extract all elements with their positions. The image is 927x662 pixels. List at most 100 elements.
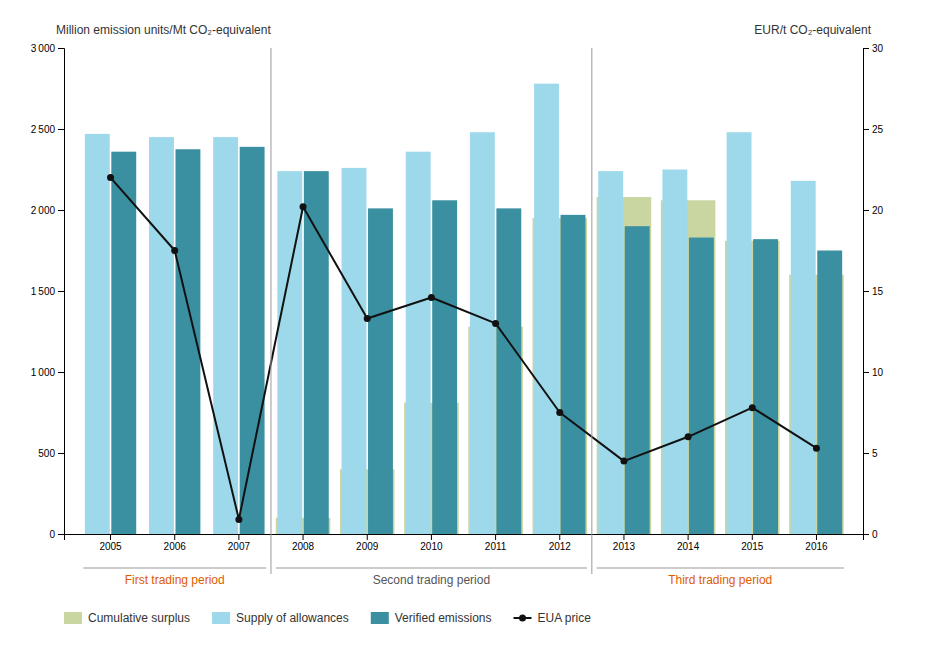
marker: [428, 294, 435, 301]
marker: [685, 433, 692, 440]
tick: 2008: [292, 534, 315, 552]
tick-label: 25: [872, 124, 884, 135]
tick-mark: [863, 48, 869, 49]
x-axis: 2005200620072008200920102011201220132014…: [65, 534, 864, 552]
tick-label: 500: [38, 448, 55, 459]
tick: 500: [38, 448, 64, 459]
marker: [813, 445, 820, 452]
bar: [304, 171, 329, 534]
tick: 2012: [549, 534, 572, 552]
tick-label: 20: [872, 205, 884, 216]
tick-mark: [863, 372, 869, 373]
tick-mark: [58, 291, 64, 292]
tick-label: 2008: [292, 541, 315, 552]
axis-line: [58, 49, 65, 535]
period-label: First trading period: [125, 573, 225, 587]
tick: 10: [863, 367, 884, 378]
tick-label: 15: [872, 286, 884, 297]
tick-label: 10: [872, 367, 884, 378]
tick-label: 3 000: [31, 43, 56, 54]
tick: 2014: [677, 534, 700, 552]
period-boundary: [591, 48, 592, 574]
marker: [364, 315, 371, 322]
tick-mark: [495, 534, 496, 540]
tick-label: 2 500: [31, 124, 56, 135]
marker: [300, 203, 307, 210]
tick-mark: [559, 534, 560, 540]
tick-label: 2011: [485, 541, 507, 552]
legend-swatch: [212, 612, 230, 624]
tick-label: 2015: [741, 541, 764, 552]
legend-item: Cumulative surplus: [64, 611, 190, 625]
tick: 1 000: [31, 367, 64, 378]
tick: 2007: [228, 534, 251, 552]
tick: 2 000: [31, 205, 64, 216]
axis-line: [65, 535, 864, 541]
bar: [598, 171, 623, 534]
tick: 2016: [805, 534, 828, 552]
y2-axis: 0 5 10 15 20 25 30: [863, 43, 884, 540]
tick-mark: [863, 291, 869, 292]
legend-label: EUA price: [538, 611, 592, 625]
tick-label: 1 000: [31, 367, 56, 378]
period-bracket: [597, 568, 844, 569]
tick-mark: [431, 534, 432, 540]
line: [111, 178, 817, 520]
tick-mark: [303, 534, 304, 540]
bar: [213, 137, 238, 534]
bar: [111, 152, 136, 534]
tick-mark: [238, 534, 239, 540]
marker: [107, 174, 114, 181]
tick-mark: [623, 534, 624, 540]
period-label: Second trading period: [373, 573, 490, 587]
marker: [492, 320, 499, 327]
legend: Cumulative surplus Supply of allowances Ve…: [64, 611, 591, 625]
tick-mark: [110, 534, 111, 540]
tick-mark: [863, 210, 869, 211]
bar: [689, 238, 714, 534]
bar: [561, 215, 586, 534]
tick: 2015: [741, 534, 764, 552]
marker: [556, 409, 563, 416]
bar: [817, 251, 842, 535]
bar: [85, 134, 110, 534]
legend-label: Supply of allowances: [236, 611, 349, 625]
tick-mark: [816, 534, 817, 540]
tick: 2006: [164, 534, 187, 552]
tick: 1 500: [31, 286, 64, 297]
tick: 20: [863, 205, 884, 216]
tick-label: 30: [872, 43, 884, 54]
tick: 0: [863, 529, 878, 540]
tick: 2010: [420, 534, 443, 552]
tick: 0: [49, 529, 64, 540]
tick-label: 2012: [549, 541, 572, 552]
bar-series: [111, 147, 842, 534]
tick-label: 2014: [677, 541, 700, 552]
legend-label: Verified emissions: [395, 611, 492, 625]
period-boundary: [270, 48, 271, 574]
tick-mark: [863, 453, 869, 454]
legend-item: EUA price: [514, 611, 592, 625]
tick-label: 0: [872, 529, 878, 540]
tick-mark: [58, 372, 64, 373]
marker: [235, 516, 242, 523]
tick: 5: [863, 448, 878, 459]
tick-label: 2006: [164, 541, 187, 552]
tick-mark: [58, 210, 64, 211]
bar-series: [85, 84, 816, 534]
legend-swatch: [519, 615, 526, 622]
tick-mark: [58, 534, 64, 535]
bar: [496, 208, 521, 534]
tick: 30: [863, 43, 884, 54]
bar: [534, 84, 559, 534]
bar: [342, 168, 367, 534]
marker: [749, 404, 756, 411]
tick: 2013: [613, 534, 636, 552]
tick-mark: [58, 48, 64, 49]
tick-label: 2016: [805, 541, 828, 552]
tick: 2 500: [31, 124, 64, 135]
bar: [240, 147, 265, 534]
bar: [662, 170, 687, 535]
bar: [432, 200, 457, 534]
tick-label: 1 500: [31, 286, 56, 297]
